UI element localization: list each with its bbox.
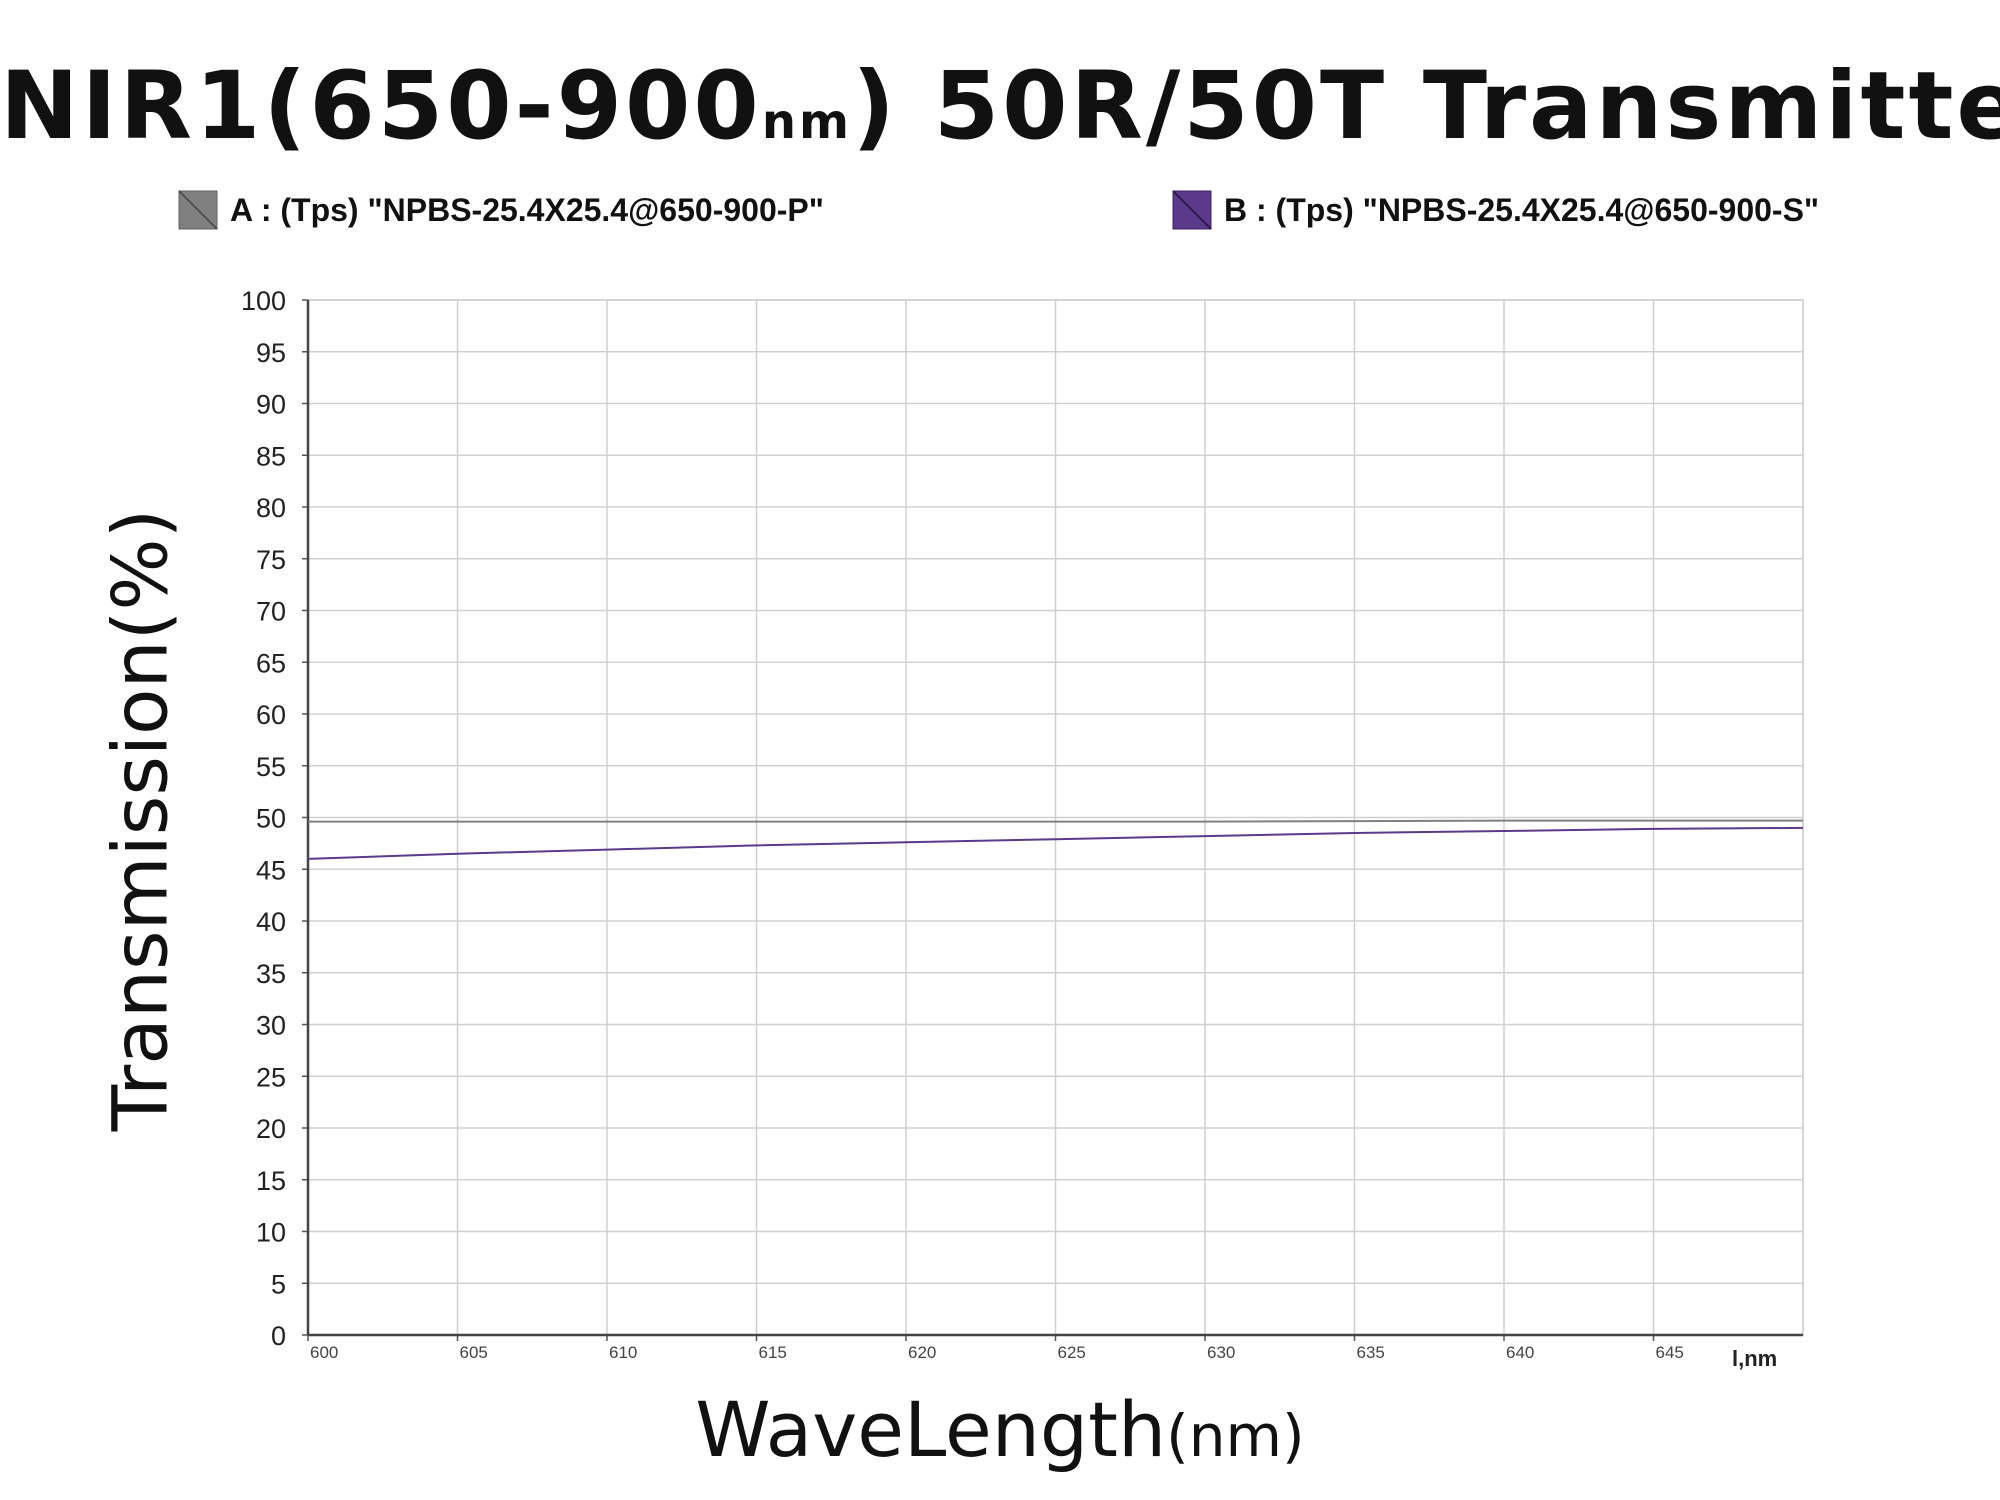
- legend-label-b: B : (Tps) "NPBS-25.4X25.4@650-900-S": [1224, 191, 1820, 228]
- chart-title-tail: ) 50R/50T Transmitted: [852, 52, 2000, 161]
- y-tick-label: 55: [256, 752, 286, 782]
- y-tick-label: 65: [256, 648, 286, 678]
- y-tick-label: 45: [256, 855, 286, 885]
- y-tick-label: 35: [256, 959, 286, 989]
- x-tick-label: 635: [1357, 1343, 1385, 1362]
- x-axis-title-main: WaveLength: [695, 1385, 1167, 1474]
- legend-item-b: B : (Tps) "NPBS-25.4X25.4@650-900-S": [1172, 190, 1819, 230]
- legend-label-a: A : (Tps) "NPBS-25.4X25.4@650-900-P": [230, 191, 824, 228]
- y-tick-label: 85: [256, 441, 286, 471]
- chart-title-main: NIR1(650-900: [0, 52, 762, 161]
- legend-item-a: A : (Tps) "NPBS-25.4X25.4@650-900-P": [178, 190, 824, 230]
- x-axis-unit-label: l,nm: [1732, 1346, 1777, 1371]
- legend-swatch-a: [178, 190, 218, 230]
- legend-swatch-b: [1172, 190, 1212, 230]
- y-tick-label: 95: [256, 338, 286, 368]
- y-tick-label: 20: [256, 1114, 286, 1144]
- y-tick-label: 40: [256, 907, 286, 937]
- y-tick-label: 50: [256, 804, 286, 834]
- y-tick-label: 10: [256, 1218, 286, 1248]
- x-tick-label: 600: [310, 1343, 338, 1362]
- chart-title: NIR1(650-900nm) 50R/50T Transmitted: [0, 52, 2000, 161]
- tick-labels: 0 5 10 15 20 25 30 35 40 45 50 55 60 65 70 75 80 85 90 95 10…: [241, 286, 1777, 1371]
- y-tick-label: 15: [256, 1166, 286, 1196]
- y-tick-label: 75: [256, 545, 286, 575]
- x-tick-label: 625: [1058, 1343, 1086, 1362]
- x-axis-title-unit: (nm): [1166, 1402, 1305, 1470]
- x-tick-label: 610: [609, 1343, 637, 1362]
- y-tick-label: 90: [256, 390, 286, 420]
- x-tick-label: 630: [1207, 1343, 1235, 1362]
- y-tick-label: 30: [256, 1011, 286, 1041]
- y-tick-label: 70: [256, 597, 286, 627]
- grid: [307, 299, 1804, 1336]
- axes: [302, 299, 1803, 1341]
- y-tick-label: 60: [256, 700, 286, 730]
- x-tick-label: 615: [759, 1343, 787, 1362]
- x-tick-label: 605: [460, 1343, 488, 1362]
- y-tick-label: 25: [256, 1062, 286, 1092]
- x-axis-title: WaveLength(nm): [0, 1385, 2000, 1474]
- x-tick-label: 640: [1506, 1343, 1534, 1362]
- series-line-a: [308, 819, 1803, 823]
- y-tick-label: 80: [256, 493, 286, 523]
- x-tick-label: 645: [1656, 1343, 1684, 1362]
- y-tick-label: 100: [241, 286, 286, 316]
- y-tick-label: 0: [271, 1321, 286, 1351]
- chart-title-unit: nm: [761, 94, 853, 150]
- x-tick-label: 620: [908, 1343, 936, 1362]
- series: [307, 819, 1804, 860]
- y-tick-label: 5: [271, 1269, 286, 1299]
- series-line-b: [307, 826, 1804, 860]
